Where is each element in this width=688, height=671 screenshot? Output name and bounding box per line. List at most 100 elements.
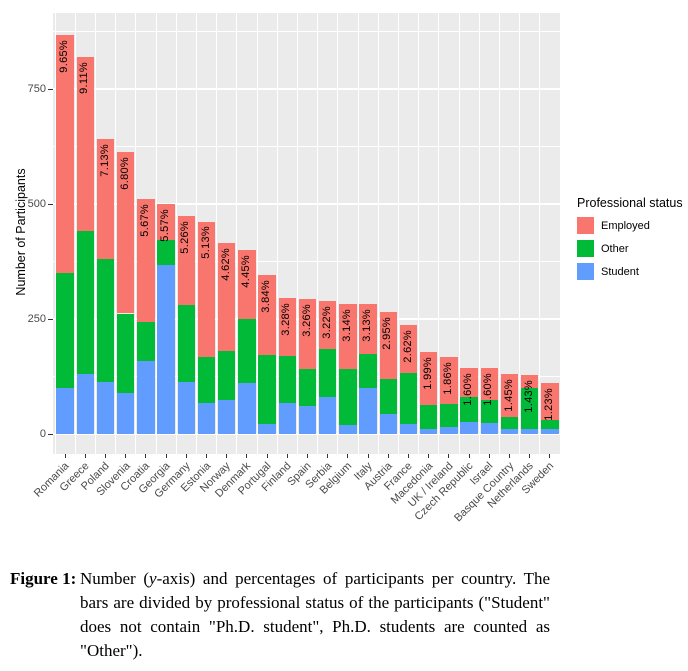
bar-segment-other — [460, 397, 478, 423]
bar-segment-employed — [177, 216, 196, 306]
gridline-vertical — [276, 13, 278, 454]
x-tick — [307, 454, 308, 458]
gridline-vertical — [236, 13, 238, 454]
bar-percentage-label: 1.86% — [441, 362, 454, 395]
bar-percentage-label: 7.13% — [98, 143, 111, 177]
bar-segment-other — [500, 416, 519, 430]
caption-italic-y: y — [149, 569, 157, 588]
bar-segment-other — [238, 319, 256, 384]
caption-text: Number (y-axis) and percentages of parti… — [80, 567, 550, 663]
bar-percentage-label: 5.57% — [159, 208, 172, 242]
bar-segment-student — [419, 428, 438, 434]
gridline-major — [53, 433, 560, 435]
gridline-vertical — [256, 13, 258, 454]
gridline-vertical — [438, 13, 440, 454]
bar-segment-employed — [480, 367, 499, 400]
bar-segment-student — [56, 388, 74, 434]
bar-segment-employed — [339, 303, 357, 369]
gridline-vertical — [74, 13, 76, 454]
bar-segment-student — [258, 423, 276, 434]
bar-segment-employed — [137, 199, 155, 322]
legend-swatch-other — [577, 240, 594, 257]
bar-segment-other — [298, 368, 317, 407]
bar-percentage-label: 9.65% — [58, 39, 71, 73]
bar-percentage-label: 5.13% — [199, 226, 212, 260]
legend-label: Other — [601, 242, 629, 255]
legend-label: Student — [601, 265, 639, 278]
bar-segment-other — [278, 356, 297, 403]
x-tick — [226, 454, 228, 458]
bar-segment-employed — [96, 138, 115, 260]
bar-segment-other — [76, 231, 95, 374]
y-tick-label: 750 — [27, 82, 46, 95]
bar-segment-student — [157, 265, 175, 434]
x-tick — [529, 454, 531, 458]
caption-label: Figure 1: — [10, 569, 77, 588]
bar-percentage-label: 5.26% — [179, 221, 192, 255]
bar-segment-other — [480, 399, 499, 423]
bar-segment-student — [298, 406, 317, 434]
bar-segment-other — [379, 379, 398, 414]
bar-percentage-label: 9.11% — [78, 61, 91, 94]
bar-segment-student — [96, 382, 115, 434]
x-tick — [246, 454, 248, 458]
gridline-vertical — [54, 13, 56, 454]
bar-percentage-label: 1.23% — [542, 387, 555, 421]
bar-segment-employed — [379, 312, 398, 380]
bar-segment-employed — [460, 367, 478, 398]
bar-segment-student — [379, 413, 398, 434]
x-tick — [286, 454, 288, 458]
x-tick — [185, 454, 187, 458]
x-tick — [105, 454, 106, 458]
y-tick-label: 0 — [39, 427, 46, 440]
bar-percentage-label: 2.95% — [381, 317, 394, 350]
bar-segment-employed — [520, 374, 539, 388]
bar-segment-other — [318, 349, 337, 398]
x-tick — [488, 454, 490, 458]
y-axis-title: Number of Participants — [14, 168, 28, 296]
x-tick — [509, 454, 510, 458]
bar-percentage-label: 3.26% — [300, 304, 313, 337]
gridline-vertical — [357, 13, 359, 454]
gridline-vertical — [317, 13, 319, 454]
bar-segment-student — [278, 402, 297, 434]
legend-items: Employed Other Student — [577, 217, 687, 280]
plot-panel: 9.65% 9.11% 7.13% 6.80% 5.67% 5.57% 5.26% 5.13%… — [53, 13, 561, 454]
bar-percentage-label: 5.67% — [138, 204, 151, 238]
bar-segment-other — [359, 353, 377, 388]
caption-text-part2: -axis) and percentages of participants p… — [80, 569, 550, 660]
bar-percentage-label: 3.14% — [340, 308, 353, 342]
x-tick — [84, 454, 86, 458]
bar-percentage-label: 3.84% — [260, 279, 273, 313]
gridline-vertical — [539, 13, 541, 454]
x-tick — [125, 454, 127, 458]
bar-segment-student — [520, 428, 539, 434]
x-tick — [165, 454, 167, 458]
x-tick — [448, 454, 450, 458]
bar-segment-student — [217, 399, 236, 434]
bar-segment-employed — [440, 357, 458, 405]
x-tick — [347, 454, 349, 458]
gridline-vertical — [115, 13, 117, 454]
gridline-vertical — [418, 13, 420, 454]
bar-segment-student — [359, 388, 377, 434]
x-tick — [206, 454, 207, 458]
bar-segment-student — [197, 402, 216, 434]
bar-segment-student — [76, 373, 95, 434]
bar-segment-student — [116, 392, 135, 434]
x-tick — [145, 454, 147, 458]
bar-segment-other — [56, 273, 74, 388]
bar-percentage-label: 4.45% — [239, 255, 252, 288]
x-tick — [428, 454, 430, 458]
gridline-major — [53, 203, 560, 205]
x-tick — [64, 454, 66, 458]
legend-item: Student — [577, 263, 687, 280]
bar-segment-employed — [157, 203, 175, 241]
legend-item: Employed — [577, 217, 687, 234]
stacked-bar-chart: Number of Participants 9.65% 9.11% 7.13% 6.… — [14, 13, 687, 524]
legend-item: Other — [577, 240, 687, 257]
bar-segment-employed — [116, 152, 135, 314]
gridline-vertical — [175, 13, 177, 454]
bar-percentage-label: 3.22% — [320, 305, 333, 339]
